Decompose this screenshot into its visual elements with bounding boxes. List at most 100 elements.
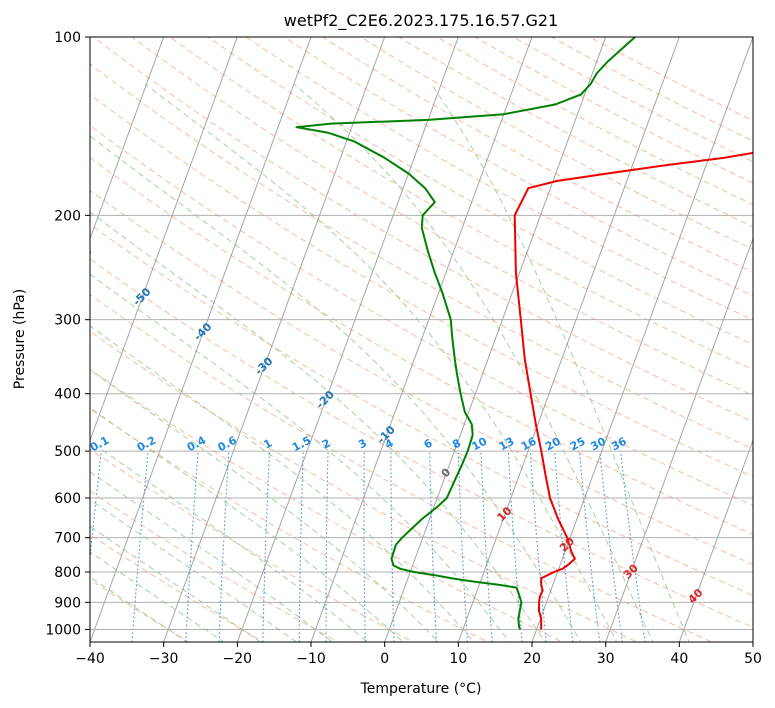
moist-adiabat (90, 325, 475, 642)
moist-adiabat (90, 525, 262, 642)
y-axis-title: Pressure (hPa) (12, 289, 28, 389)
dry-adiabat (90, 124, 753, 506)
dry-adiabats (90, 37, 753, 642)
mixing-ratio-line (325, 451, 329, 642)
dry-adiabat (90, 258, 753, 629)
y-tick-label: 100 (54, 30, 81, 46)
dry-adiabat (397, 37, 753, 228)
dry-adiabat (90, 533, 265, 642)
dry-adiabat (90, 448, 414, 642)
profile-series (295, 37, 753, 630)
x-tick-label: 20 (523, 651, 541, 667)
dry-adiabat (90, 189, 753, 566)
x-tick-label: −30 (149, 651, 179, 667)
plot-frame (89, 36, 754, 643)
chart-title: wetPf2_C2E6.2023.175.16.57.G21 (284, 11, 558, 31)
pressure-gridlines (90, 37, 753, 630)
dry-adiabat (90, 223, 753, 597)
temperature-line (513, 151, 753, 630)
moist-adiabats (90, 83, 690, 642)
dry-adiabat (90, 490, 340, 642)
moist-adiabat (90, 211, 546, 642)
dewpoint-line (295, 37, 636, 630)
x-tick-label: 10 (449, 651, 467, 667)
y-axis-ticks: 1000 900 800 700 600 500 400 300 200 100 (45, 30, 90, 638)
isotherm-label: 0 (439, 465, 454, 480)
isotherm-line (236, 37, 459, 642)
mixing-ratio-label: 4 (383, 436, 396, 451)
dry-adiabat (92, 37, 753, 423)
moist-adiabat (90, 551, 225, 642)
isotherm-line (90, 37, 238, 442)
isotherm-line (678, 438, 753, 642)
mixing-ratio-label: 10 (470, 435, 490, 454)
dry-adiabat (130, 37, 753, 397)
isotherm-label: -60 (71, 245, 94, 268)
mixing-ratio-lines (90, 451, 646, 642)
mixing-ratio-label: 25 (568, 435, 588, 454)
dry-adiabat (283, 37, 753, 297)
mixing-ratio-line (457, 451, 469, 642)
mixing-ratio-label: 30 (588, 435, 608, 454)
mixing-ratio-line (218, 451, 230, 642)
mixing-ratio-label: 2 (320, 436, 333, 451)
y-tick-label: 600 (54, 491, 81, 507)
isotherm-line (90, 37, 312, 642)
mixing-ratio-line (620, 451, 646, 642)
mixing-ratio-labels: 0.1 0.2 0.4 0.6 1 1.5 2 3 4 6 8 10 13 16 20 25 30 36 (90, 434, 629, 455)
dry-adiabat (90, 578, 190, 642)
isotherms (90, 37, 753, 642)
y-tick-label: 700 (54, 531, 81, 547)
isotherm-label: -20 (314, 388, 337, 411)
mixing-ratio-label: 20 (543, 435, 563, 454)
x-tick-label: 50 (744, 651, 762, 667)
moist-adiabat (90, 407, 404, 642)
moist-adiabat (90, 273, 511, 642)
x-tick-label: −10 (296, 651, 326, 667)
dry-adiabat (207, 37, 753, 346)
x-tick-label: −20 (223, 651, 253, 667)
x-axis-title: Temperature (°C) (360, 681, 482, 697)
mixing-ratio-label: 3 (356, 436, 369, 451)
isotherm-label: 40 (686, 586, 706, 606)
moist-adiabat (430, 83, 690, 642)
x-tick-label: 0 (380, 651, 389, 667)
moist-adiabat (144, 83, 618, 642)
dry-adiabat (90, 407, 489, 642)
y-tick-label: 900 (54, 595, 81, 611)
dry-adiabat (588, 37, 753, 122)
moist-adiabat (90, 576, 189, 642)
x-axis-ticks: −40 −30 −20 −10 0 10 20 30 40 50 (75, 642, 762, 667)
y-tick-label: 400 (54, 387, 81, 403)
x-tick-label: 40 (670, 651, 688, 667)
mixing-ratio-label: 36 (609, 435, 629, 454)
mixing-ratio-line (507, 451, 523, 642)
moist-adiabat (293, 83, 654, 642)
isotherm-label: -40 (191, 320, 214, 343)
dry-adiabat (90, 330, 639, 642)
isotherm-line (90, 37, 165, 241)
isotherm-line (310, 37, 533, 642)
moist-adiabat (90, 471, 333, 642)
isotherm-line (457, 37, 680, 642)
dry-adiabat (321, 37, 753, 273)
y-tick-label: 200 (54, 208, 81, 224)
y-tick-label: 500 (54, 444, 81, 460)
isotherm-line (384, 37, 607, 642)
isotherm-line (531, 37, 753, 642)
moist-adiabat (90, 499, 298, 642)
dry-adiabat (90, 368, 564, 642)
moist-adiabat (90, 440, 369, 642)
isotherm-label: -30 (252, 354, 275, 377)
dry-adiabat (90, 156, 753, 536)
y-tick-label: 300 (54, 313, 81, 329)
plot-area: -100-90-80-70-60-50-40-30-20-10010203040… (18, 37, 753, 642)
mixing-ratio-line (131, 451, 149, 642)
isotherm-line (163, 37, 386, 642)
dry-adiabat (474, 37, 753, 184)
isotherm-label: -70 (18, 190, 41, 213)
isotherm-label: 10 (495, 504, 515, 524)
mixing-ratio-label: 16 (519, 435, 539, 454)
mixing-ratio-line (298, 451, 304, 642)
